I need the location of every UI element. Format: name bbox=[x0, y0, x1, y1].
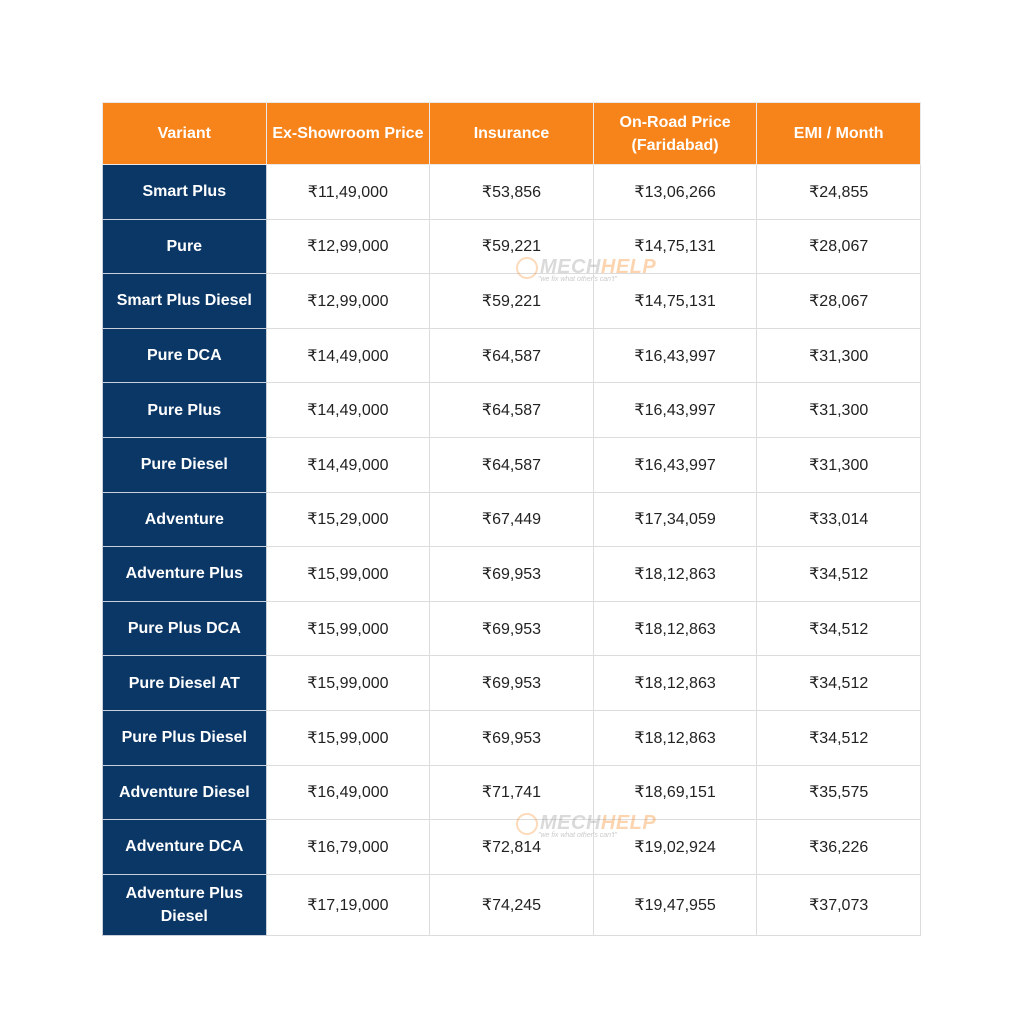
emi-cell: ₹35,575 bbox=[756, 764, 921, 821]
table-row: Adventure Diesel ₹16,49,000 ₹71,741 ₹18,69,… bbox=[102, 764, 921, 821]
ex-showroom-cell: ₹15,99,000 bbox=[265, 655, 431, 711]
table-row: Adventure ₹15,29,000 ₹67,449 ₹17,34,059 ₹33,… bbox=[102, 491, 921, 548]
table-row: Adventure Plus ₹15,99,000 ₹69,953 ₹18,12,86… bbox=[102, 546, 921, 602]
emi-cell: ₹37,073 bbox=[756, 873, 921, 936]
emi-cell: ₹34,512 bbox=[756, 546, 921, 602]
header-row: Variant Ex-Showroom Price Insurance On-Road… bbox=[102, 102, 921, 165]
ex-showroom-cell: ₹14,49,000 bbox=[265, 327, 431, 384]
emi-cell: ₹33,014 bbox=[756, 491, 921, 548]
emi-cell: ₹34,512 bbox=[756, 600, 921, 657]
on-road-cell: ₹18,12,863 bbox=[592, 546, 758, 602]
insurance-cell: ₹69,953 bbox=[429, 546, 594, 602]
ex-showroom-cell: ₹16,79,000 bbox=[265, 819, 431, 875]
insurance-cell: ₹69,953 bbox=[429, 709, 594, 766]
ex-showroom-cell: ₹12,99,000 bbox=[265, 218, 431, 275]
emi-cell: ₹36,226 bbox=[756, 819, 921, 875]
ex-showroom-cell: ₹15,29,000 bbox=[265, 491, 431, 548]
on-road-cell: ₹19,47,955 bbox=[592, 873, 758, 936]
on-road-cell: ₹18,69,151 bbox=[592, 764, 758, 821]
table-row: Adventure Plus Diesel ₹17,19,000 ₹74,245 ₹1… bbox=[102, 873, 921, 936]
ex-showroom-cell: ₹15,99,000 bbox=[265, 709, 431, 766]
on-road-cell: ₹16,43,997 bbox=[592, 382, 758, 438]
insurance-cell: ₹59,221 bbox=[429, 273, 594, 329]
on-road-cell: ₹16,43,997 bbox=[592, 327, 758, 384]
column-header: On-Road Price (Faridabad) bbox=[592, 102, 758, 165]
variant-cell: Pure Plus bbox=[102, 382, 267, 438]
variant-cell: Pure bbox=[102, 218, 267, 275]
column-header: Ex-Showroom Price bbox=[265, 102, 431, 165]
insurance-cell: ₹69,953 bbox=[429, 600, 594, 657]
variant-cell: Adventure Plus bbox=[102, 546, 267, 602]
insurance-cell: ₹72,814 bbox=[429, 819, 594, 875]
price-table: Variant Ex-Showroom Price Insurance On-Road… bbox=[102, 102, 921, 936]
emi-cell: ₹28,067 bbox=[756, 218, 921, 275]
emi-cell: ₹28,067 bbox=[756, 273, 921, 329]
variant-cell: Pure DCA bbox=[102, 327, 267, 384]
on-road-cell: ₹18,12,863 bbox=[592, 600, 758, 657]
ex-showroom-cell: ₹16,49,000 bbox=[265, 764, 431, 821]
table-row: Adventure DCA ₹16,79,000 ₹72,814 ₹19,02,924… bbox=[102, 819, 921, 875]
insurance-cell: ₹67,449 bbox=[429, 491, 594, 548]
table-row: Pure ₹12,99,000 ₹59,221 ₹14,75,131 ₹28,067 bbox=[102, 218, 921, 275]
emi-cell: ₹34,512 bbox=[756, 709, 921, 766]
on-road-cell: ₹13,06,266 bbox=[592, 164, 758, 220]
table-row: Pure Plus DCA ₹15,99,000 ₹69,953 ₹18,12,863… bbox=[102, 600, 921, 657]
ex-showroom-cell: ₹12,99,000 bbox=[265, 273, 431, 329]
ex-showroom-cell: ₹14,49,000 bbox=[265, 436, 431, 493]
ex-showroom-cell: ₹15,99,000 bbox=[265, 600, 431, 657]
on-road-cell: ₹14,75,131 bbox=[592, 218, 758, 275]
insurance-cell: ₹53,856 bbox=[429, 164, 594, 220]
emi-cell: ₹31,300 bbox=[756, 327, 921, 384]
on-road-cell: ₹18,12,863 bbox=[592, 709, 758, 766]
insurance-cell: ₹64,587 bbox=[429, 382, 594, 438]
variant-cell: Pure Plus DCA bbox=[102, 600, 267, 657]
on-road-cell: ₹19,02,924 bbox=[592, 819, 758, 875]
emi-cell: ₹31,300 bbox=[756, 436, 921, 493]
insurance-cell: ₹69,953 bbox=[429, 655, 594, 711]
insurance-cell: ₹64,587 bbox=[429, 327, 594, 384]
on-road-cell: ₹17,34,059 bbox=[592, 491, 758, 548]
variant-cell: Pure Diesel AT bbox=[102, 655, 267, 711]
variant-cell: Adventure Diesel bbox=[102, 764, 267, 821]
column-header: Insurance bbox=[429, 102, 594, 165]
variant-cell: Pure Diesel bbox=[102, 436, 267, 493]
variant-cell: Pure Plus Diesel bbox=[102, 709, 267, 766]
variant-cell: Adventure Plus Diesel bbox=[102, 873, 267, 936]
emi-cell: ₹34,512 bbox=[756, 655, 921, 711]
insurance-cell: ₹59,221 bbox=[429, 218, 594, 275]
table-row: Pure DCA ₹14,49,000 ₹64,587 ₹16,43,997 ₹31,3… bbox=[102, 327, 921, 384]
table-row: Smart Plus Diesel ₹12,99,000 ₹59,221 ₹14,75… bbox=[102, 273, 921, 329]
ex-showroom-cell: ₹17,19,000 bbox=[265, 873, 431, 936]
table-row: Smart Plus ₹11,49,000 ₹53,856 ₹13,06,266 ₹24… bbox=[102, 164, 921, 220]
table-row: Pure Plus ₹14,49,000 ₹64,587 ₹16,43,997 ₹31,… bbox=[102, 382, 921, 438]
on-road-cell: ₹18,12,863 bbox=[592, 655, 758, 711]
ex-showroom-cell: ₹11,49,000 bbox=[265, 164, 431, 220]
variant-cell: Smart Plus Diesel bbox=[102, 273, 267, 329]
table-row: Pure Plus Diesel ₹15,99,000 ₹69,953 ₹18,12,… bbox=[102, 709, 921, 766]
column-header: EMI / Month bbox=[756, 102, 921, 165]
column-header: Variant bbox=[102, 102, 267, 165]
on-road-cell: ₹14,75,131 bbox=[592, 273, 758, 329]
table-row: Pure Diesel ₹14,49,000 ₹64,587 ₹16,43,997 ₹3… bbox=[102, 436, 921, 493]
ex-showroom-cell: ₹15,99,000 bbox=[265, 546, 431, 602]
variant-cell: Adventure DCA bbox=[102, 819, 267, 875]
on-road-cell: ₹16,43,997 bbox=[592, 436, 758, 493]
insurance-cell: ₹64,587 bbox=[429, 436, 594, 493]
insurance-cell: ₹74,245 bbox=[429, 873, 594, 936]
variant-cell: Adventure bbox=[102, 491, 267, 548]
insurance-cell: ₹71,741 bbox=[429, 764, 594, 821]
emi-cell: ₹24,855 bbox=[756, 164, 921, 220]
table-row: Pure Diesel AT ₹15,99,000 ₹69,953 ₹18,12,86… bbox=[102, 655, 921, 711]
emi-cell: ₹31,300 bbox=[756, 382, 921, 438]
ex-showroom-cell: ₹14,49,000 bbox=[265, 382, 431, 438]
variant-cell: Smart Plus bbox=[102, 164, 267, 220]
